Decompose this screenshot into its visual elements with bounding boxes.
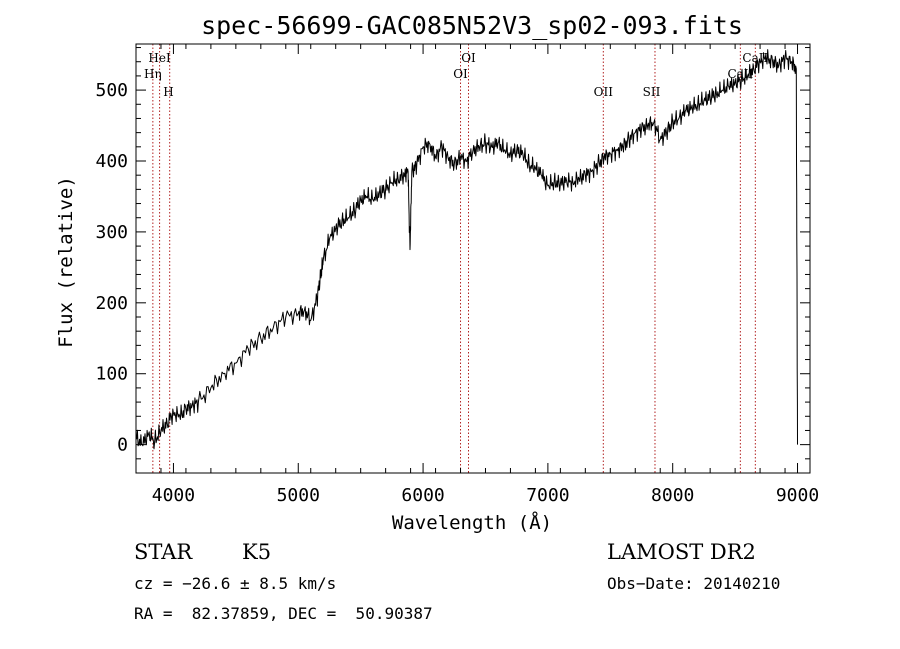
x-tick-label: 6000: [401, 485, 444, 506]
line-label: OI: [453, 67, 468, 81]
line-label: SII: [643, 85, 661, 99]
obs-date: Obs−Date: 20140210: [607, 574, 781, 593]
x-tick-label: 9000: [776, 485, 819, 506]
y-tick-label: 400: [95, 151, 128, 172]
spectrum-line: [135, 49, 798, 450]
line-label: H: [163, 85, 173, 99]
y-tick-label: 300: [95, 222, 128, 243]
y-axis-ticks: 0 100 200 300 400 500: [95, 47, 810, 460]
plot-frame: [135, 43, 811, 474]
y-tick-label: 500: [95, 80, 128, 101]
x-tick-label: 4000: [152, 485, 195, 506]
chart-title: spec-56699-GAC085N52V3_sp02-093.fits: [201, 11, 743, 40]
object-subclass: K5: [242, 540, 272, 564]
object-class: STAR: [134, 540, 193, 564]
coordinates-readout: RA = 82.37859, DEC = 50.90387: [134, 604, 433, 623]
x-axis-ticks: 4000 5000 6000 7000 8000 9000: [135, 44, 819, 506]
y-tick-label: 100: [95, 364, 128, 385]
y-tick-label: 200: [95, 293, 128, 314]
emission-line-markers: [152, 44, 756, 473]
line-label: Hη: [144, 67, 162, 81]
axes: [135, 43, 811, 474]
x-axis-label: Wavelength (Å): [392, 511, 552, 534]
x-tick-label: 7000: [526, 485, 569, 506]
y-tick-label: 0: [117, 435, 128, 456]
x-tick-label: 8000: [651, 485, 694, 506]
redshift-readout: cz = −26.6 ± 8.5 km/s: [134, 574, 337, 593]
x-tick-label: 5000: [277, 485, 320, 506]
y-axis-label: Flux (relative): [55, 176, 77, 348]
line-label: OII: [594, 85, 614, 99]
line-label: OI: [461, 51, 476, 65]
line-label: HeI: [148, 51, 171, 65]
survey-name: LAMOST DR2: [607, 540, 756, 564]
spectrum-series: [135, 49, 798, 450]
